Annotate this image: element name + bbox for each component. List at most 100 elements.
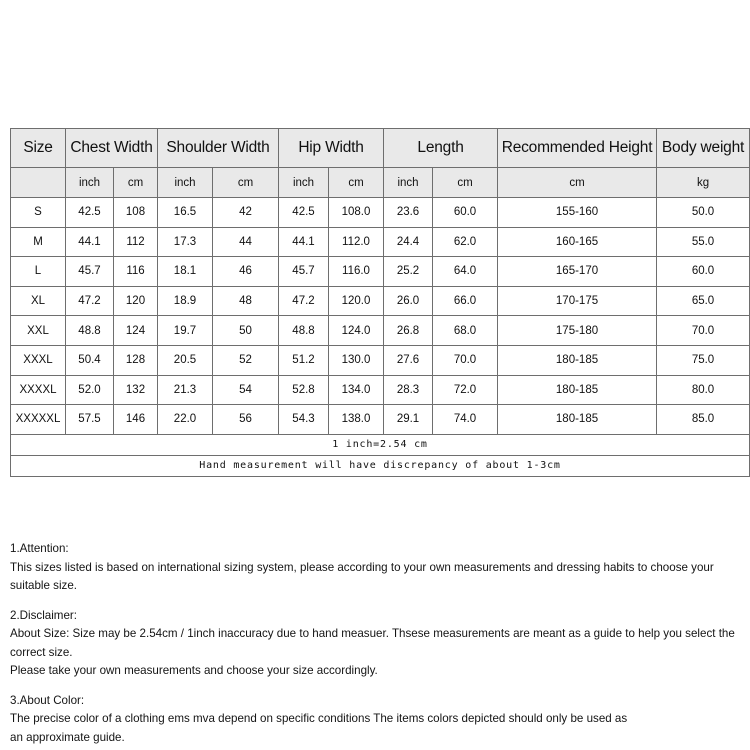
measurement-cell: 112.0: [327, 226, 385, 258]
measurement-cell: 60.0: [656, 256, 750, 287]
measurement-cell: 60.0: [432, 197, 499, 228]
table-row: XL 47.2 120 18.9 48 47.2 120.0 26.0 66.0 170-175 6…: [10, 285, 750, 317]
note-line: an approximate guide.: [10, 730, 125, 744]
measurement-cell: 46: [212, 256, 279, 287]
measurement-cell: 19.7: [157, 315, 213, 346]
size-label-cell: M: [10, 226, 66, 258]
measurement-cell: 18.9: [157, 285, 213, 317]
measurement-cell: 70.0: [432, 344, 499, 376]
table-footer-note: Hand measurement will have discrepancy o…: [9, 454, 750, 477]
measurement-cell: 116.0: [327, 256, 385, 287]
size-chart-table: Size Chest Width Shoulder Width Hip Width Le…: [9, 128, 750, 477]
note-heading: 3.About Color:: [10, 693, 85, 707]
measurement-cell: 23.6: [383, 197, 434, 228]
measurement-cell: 45.7: [65, 256, 114, 287]
measurement-cell: 72.0: [432, 374, 499, 406]
measurement-cell: 165-170: [497, 256, 658, 287]
unit-header-cell: inch: [157, 167, 213, 198]
table-row: M 44.1 112 17.3 44 44.1 112.0 24.4 62.0 160-165 55…: [10, 226, 750, 258]
measurement-cell: 22.0: [157, 404, 213, 435]
measurement-cell: 45.7: [278, 256, 329, 287]
measurement-cell: 17.3: [157, 226, 213, 258]
measurement-cell: 21.3: [157, 374, 213, 406]
table-row: XXXXXL 57.5 146 22.0 56 54.3 138.0 29.1 74.0 180-…: [10, 404, 750, 435]
measurement-cell: 44.1: [65, 226, 114, 258]
measurement-cell: 112: [113, 226, 158, 258]
table-footer-row: Hand measurement will have discrepancy o…: [9, 454, 750, 477]
measurement-cell: 51.2: [278, 344, 329, 376]
unit-header-cell: kg: [656, 167, 750, 198]
measurement-cell: 27.6: [383, 344, 434, 376]
table-footer: 1 inch=2.54 cm Hand measurement will have…: [9, 433, 750, 477]
measurement-cell: 64.0: [432, 256, 499, 287]
measurement-cell: 57.5: [65, 404, 114, 435]
measurement-cell: 65.0: [656, 285, 750, 317]
measurement-cell: 80.0: [656, 374, 750, 406]
unit-header-cell: inch: [278, 167, 329, 198]
measurement-cell: 44.1: [278, 226, 329, 258]
note-line: The precise color of a clothing ems mva …: [10, 712, 628, 725]
measurement-cell: 70.0: [656, 315, 750, 346]
unit-header-cell: [10, 167, 66, 198]
measurement-cell: 18.1: [157, 256, 213, 287]
table-row: XXXL 50.4 128 20.5 52 51.2 130.0 27.6 70.0 180-18…: [10, 344, 750, 376]
measurement-cell: 170-175: [497, 285, 658, 317]
measurement-cell: 42.5: [278, 197, 329, 228]
notes-block: 1.Attention: This sizes listed is based o…: [10, 540, 750, 747]
measurement-cell: 108: [113, 197, 158, 228]
size-label-cell: L: [10, 256, 66, 287]
note-group: 2.Disclaimer: About Size: Size may be 2.5…: [10, 607, 750, 681]
measurement-cell: 130.0: [327, 344, 385, 376]
measurement-cell: 48.8: [65, 315, 114, 346]
measurement-cell: 68.0: [432, 315, 499, 346]
table-header: Size Chest Width Shoulder Width Hip Width Le…: [10, 128, 750, 198]
measurement-cell: 85.0: [656, 404, 750, 435]
unit-header-cell: cm: [212, 167, 279, 198]
size-label-cell: S: [10, 197, 66, 228]
measurement-cell: 180-185: [497, 404, 658, 435]
table-row: XXL 48.8 124 19.7 50 48.8 124.0 26.8 68.0 175-180…: [10, 315, 750, 346]
unit-header-cell: inch: [65, 167, 114, 198]
measurement-cell: 175-180: [497, 315, 658, 346]
measurement-cell: 108.0: [327, 197, 385, 228]
measurement-cell: 28.3: [383, 374, 434, 406]
size-label-cell: XL: [10, 285, 66, 317]
column-group-header: Length: [383, 128, 499, 168]
measurement-cell: 128: [113, 344, 158, 376]
size-label-cell: XXXXL: [10, 374, 66, 406]
unit-header-cell: cm: [113, 167, 158, 198]
measurement-cell: 42: [212, 197, 279, 228]
column-group-header: Chest Width: [65, 128, 158, 168]
measurement-cell: 146: [113, 404, 158, 435]
table-row: S 42.5 108 16.5 42 42.5 108.0 23.6 60.0 155-160 50…: [10, 197, 750, 228]
column-group-header: Shoulder Width: [157, 128, 279, 168]
measurement-cell: 124.0: [327, 315, 385, 346]
measurement-cell: 116: [113, 256, 158, 287]
measurement-cell: 66.0: [432, 285, 499, 317]
measurement-cell: 75.0: [656, 344, 750, 376]
table-footer-note: 1 inch=2.54 cm: [9, 433, 750, 456]
note-group: 3.About Color: The precise color of a clo…: [10, 692, 750, 748]
measurement-cell: 25.2: [383, 256, 434, 287]
measurement-cell: 124: [113, 315, 158, 346]
measurement-cell: 44: [212, 226, 279, 258]
measurement-cell: 180-185: [497, 344, 658, 376]
measurement-cell: 138.0: [327, 404, 385, 435]
unit-header-cell: cm: [497, 167, 658, 198]
measurement-cell: 48: [212, 285, 279, 317]
note-line: Please take your own measurements and ch…: [10, 664, 378, 677]
measurement-cell: 24.4: [383, 226, 434, 258]
group-header-row: Size Chest Width Shoulder Width Hip Width Le…: [10, 128, 750, 168]
column-group-header: Hip Width: [277, 128, 385, 168]
measurement-cell: 160-165: [497, 226, 658, 258]
unit-header-cell: cm: [327, 167, 385, 198]
measurement-cell: 50.4: [65, 344, 114, 376]
note-line: This sizes listed is based on internatio…: [10, 560, 714, 593]
measurement-cell: 26.0: [383, 285, 434, 317]
measurement-cell: 50.0: [656, 197, 750, 228]
note-group: 1.Attention: This sizes listed is based o…: [10, 540, 750, 596]
measurement-cell: 120: [113, 285, 158, 317]
unit-header-row: inch cm inch cm inch cm inch cm cm kg: [10, 167, 750, 198]
measurement-cell: 180-185: [497, 374, 658, 406]
measurement-cell: 120.0: [327, 285, 385, 317]
